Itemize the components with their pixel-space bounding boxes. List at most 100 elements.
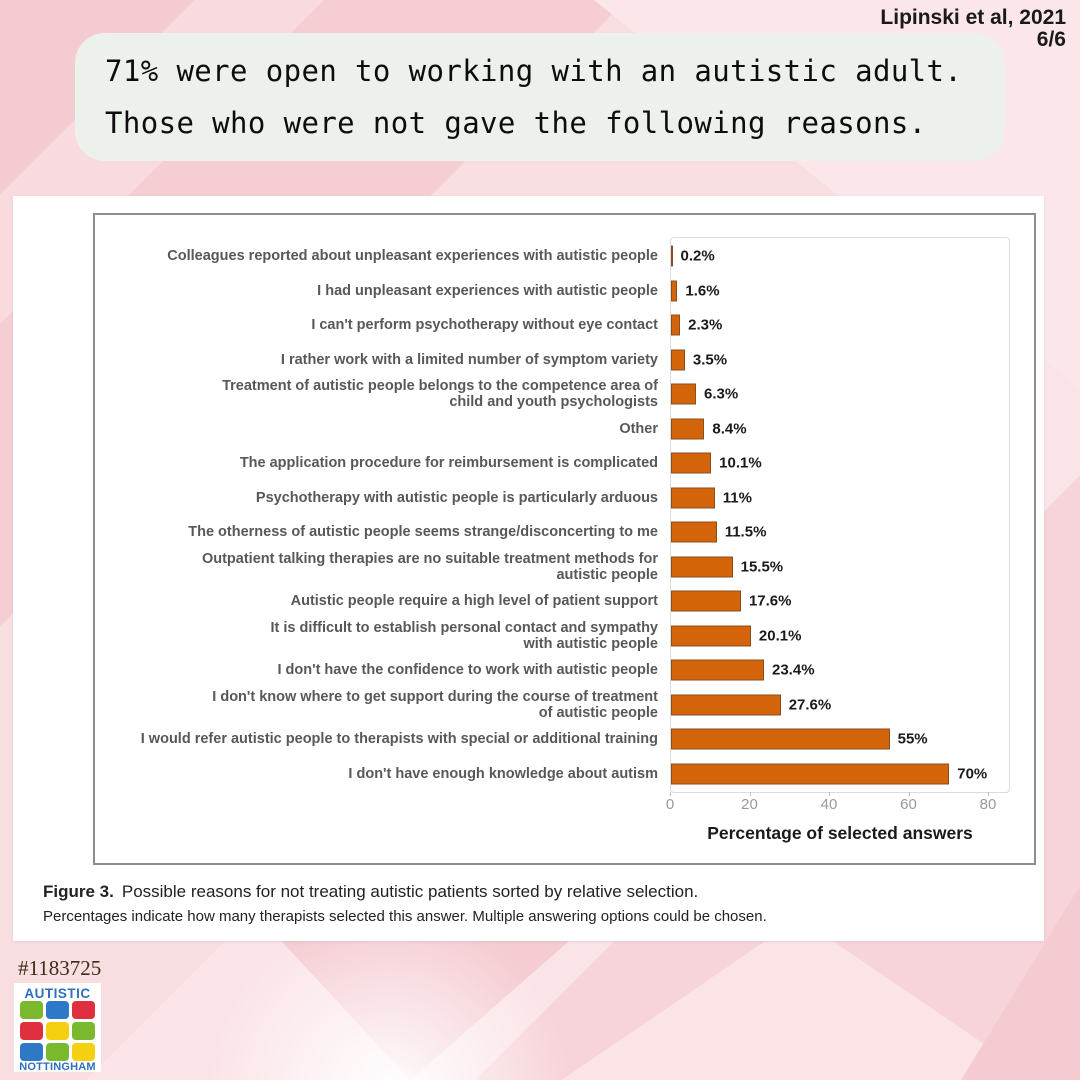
chart-row: The application procedure for reimbursem… [95,446,1010,481]
figure-3-chart: Colleagues reported about unpleasant exp… [93,213,1036,865]
logo-grid-cell [72,1043,95,1061]
value-label: 15.5% [740,558,784,576]
chart-row: It is difficult to establish personal co… [95,619,1010,654]
logo-grid-cell [46,1022,69,1040]
bar [671,349,685,371]
autistic-nottingham-logo: AUTISTIC NOTTINGHAM [14,983,101,1073]
bar [671,590,741,612]
bar-zone: 6.3% [670,377,1010,412]
x-tick-mark [670,792,671,796]
bar-zone: 8.4% [670,412,1010,447]
attribution-source: Lipinski et al, 2021 [880,6,1066,29]
logo-text-autistic: AUTISTIC [24,986,91,1001]
bar-zone: 17.6% [670,584,1010,619]
value-label: 10.1% [719,454,762,472]
category-label: Autistic people require a high level of … [290,593,658,610]
category-label: I don't have enough knowledge about auti… [348,765,658,782]
category-label: I don't have the confidence to work with… [277,662,659,679]
bar [671,728,890,750]
logo-grid-cell [72,1001,95,1019]
value-label: 70% [957,765,988,783]
category-label: Colleagues reported about unpleasant exp… [167,248,658,265]
bar [671,280,678,302]
chart-row: Outpatient talking therapies are no suit… [95,550,1010,585]
bar-zone: 3.5% [670,343,1010,378]
bar [671,659,764,681]
x-axis-ticks: 0 20 40 60 80 [666,792,1010,816]
value-label: 17.6% [748,592,792,610]
bar-zone: 55% [670,722,1010,757]
bar-zone: 0.2% [670,239,1010,274]
logo-grid-cell [72,1022,95,1040]
category-label: I don't know where to get support during… [212,688,658,721]
bar-zone: 23.4% [670,653,1010,688]
figure-caption-label: Figure 3. [43,882,114,901]
logo-grid-cell [20,1043,43,1061]
bar [671,314,681,336]
value-label: 8.4% [712,420,747,438]
logo-grid-cell [46,1001,69,1019]
figure-caption-text: Possible reasons for not treating autist… [121,882,699,901]
category-label: I would refer autistic people to therapi… [140,731,658,748]
category-label: Other [619,420,658,437]
bar-zone: 70% [670,757,1010,792]
x-tick-label: 40 [820,796,838,813]
bar-zone: 11% [670,481,1010,516]
value-label: 11.5% [724,523,767,541]
reference-number: #1183725 [18,956,102,980]
plot-area [670,237,1010,793]
bar [671,245,673,267]
value-label: 2.3% [688,316,723,334]
chart-row: Other 8.4% [95,412,1010,447]
category-label: It is difficult to establish personal co… [270,619,658,652]
x-tick-mark [908,792,910,796]
figure-panel: Colleagues reported about unpleasant exp… [13,196,1044,941]
value-label: 20.1% [758,627,802,645]
logo-grid-cell [46,1043,69,1061]
chart-row: I had unpleasant experiences with autist… [95,274,1010,309]
category-label: Psychotherapy with autistic people is pa… [255,489,658,506]
logo-grid [20,1001,95,1061]
chart-row: I would refer autistic people to therapi… [95,722,1010,757]
category-label: I had unpleasant experiences with autist… [317,282,658,299]
value-label: 27.6% [788,696,832,714]
value-label: 55% [897,730,928,748]
x-tick-label: 0 [665,796,675,813]
category-label: Treatment of autistic people belongs to … [222,378,658,411]
chart-row: I don't have enough knowledge about auti… [95,757,1010,792]
category-label: The otherness of autistic people seems s… [188,524,658,541]
bar-zone: 2.3% [670,308,1010,343]
bar [671,694,781,716]
category-label: The application procedure for reimbursem… [239,455,658,472]
x-tick-mark [749,792,751,796]
figure-caption: Figure 3. Possible reasons for not treati… [43,882,698,902]
logo-grid-cell [20,1001,43,1019]
chart-row: I don't know where to get support during… [95,688,1010,723]
x-axis-label: Percentage of selected answers [707,823,973,843]
chart-row: Psychotherapy with autistic people is pa… [95,481,1010,516]
bar-zone: 11.5% [670,515,1010,550]
bar [671,556,733,578]
x-tick-label: 60 [900,796,917,813]
chart-row: Autistic people require a high level of … [95,584,1010,619]
value-label: 6.3% [704,385,739,403]
bar [671,625,751,647]
chart-row: The otherness of autistic people seems s… [95,515,1010,550]
bar [671,418,705,440]
x-tick-mark [988,792,989,796]
bar [671,383,697,405]
bar [671,452,712,474]
figure-caption-note: Percentages indicate how many therapists… [43,908,767,925]
header-line-1: 71% were open to working with an autisti… [105,53,963,88]
value-label: 3.5% [692,351,728,369]
chart-row: I rather work with a limited number of s… [95,343,1010,378]
attribution: Lipinski et al, 2021 6/6 [880,7,1066,51]
chart-row: I can't perform psychotherapy without ey… [95,308,1010,343]
bar-zone: 10.1% [670,446,1010,481]
bar [671,521,717,543]
logo-grid-cell [20,1022,43,1040]
category-label: Outpatient talking therapies are no suit… [201,550,658,583]
x-tick-mark [829,792,830,796]
chart-rows: Colleagues reported about unpleasant exp… [95,239,1010,791]
